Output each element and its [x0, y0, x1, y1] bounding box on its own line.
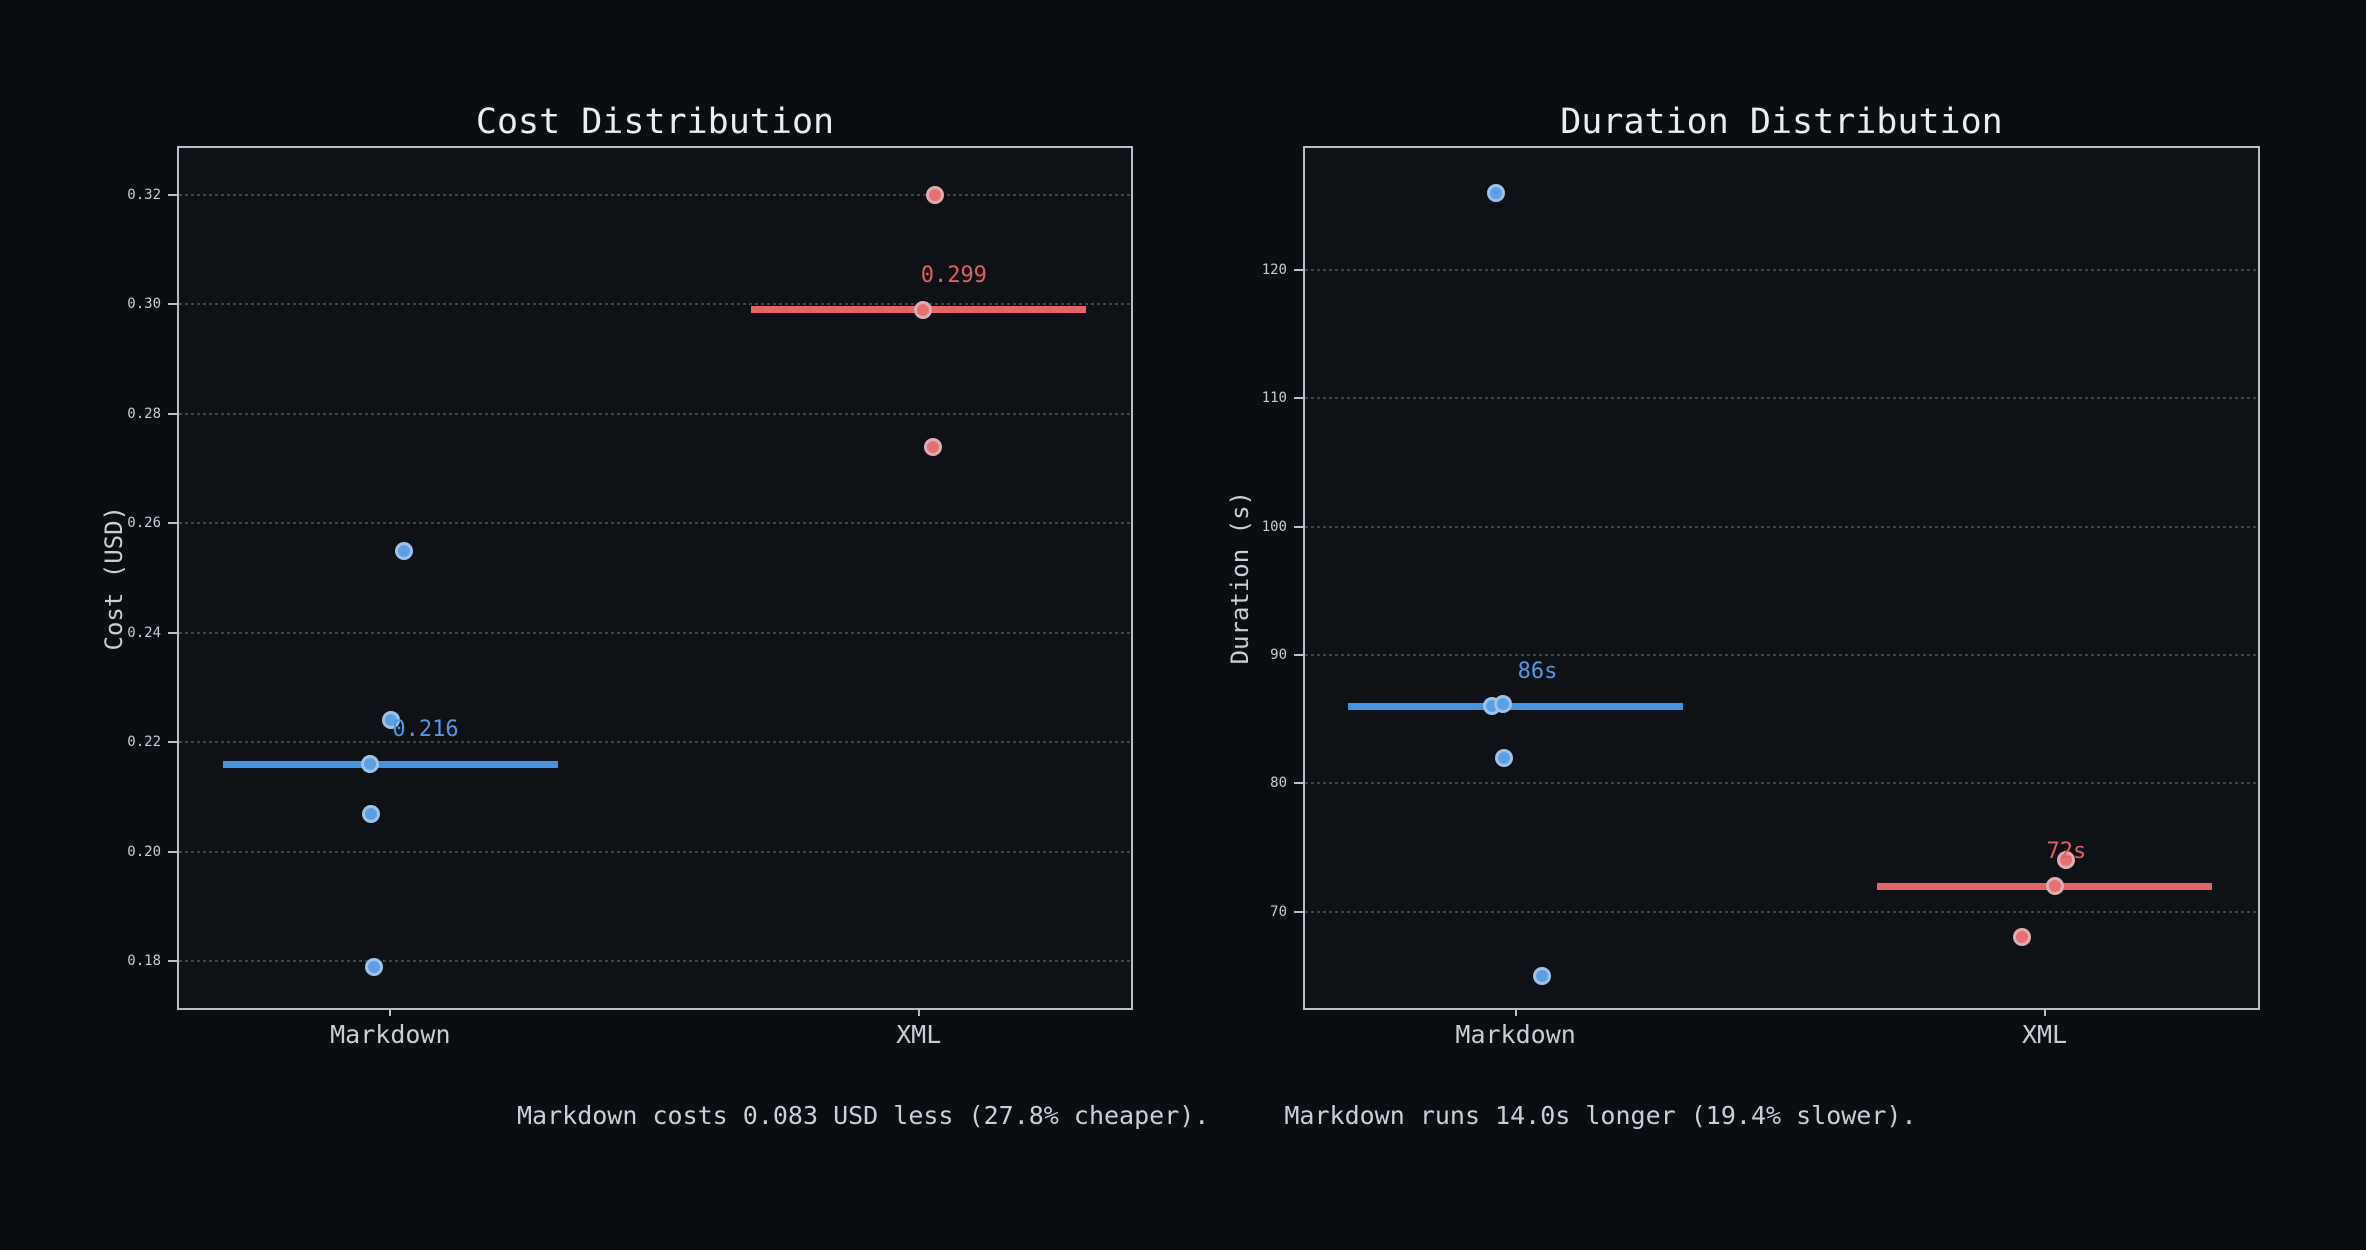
gridline: [179, 522, 1131, 525]
gridline: [179, 412, 1131, 415]
y-tick-label: 0.24: [127, 624, 161, 641]
gridline: [179, 850, 1131, 853]
x-tick-mark: [917, 1008, 920, 1016]
gridline: [1305, 397, 2258, 400]
median-annotation-markdown: 0.216: [392, 717, 459, 743]
median-line-markdown: [1347, 702, 1684, 710]
gridline: [179, 303, 1131, 306]
median-annotation-xml: 0.299: [920, 262, 987, 288]
y-tick-label: 120: [1261, 261, 1287, 278]
y-tick-label: 0.18: [127, 953, 161, 970]
y-tick-mark: [168, 741, 177, 744]
y-tick-label: 0.22: [127, 734, 161, 751]
duration-plot-area: Duration Distribution Duration (s) 70 80 9…: [1226, 102, 2260, 1049]
data-point-markdown: [1494, 748, 1513, 767]
y-tick-mark: [168, 303, 177, 306]
y-tick-label: 0.26: [127, 515, 161, 532]
y-tick-mark: [168, 412, 177, 415]
y-tick-label: 0.30: [127, 296, 161, 313]
data-point-xml: [2045, 877, 2064, 896]
gridline: [179, 193, 1131, 196]
x-tick-label-markdown: Markdown: [1455, 1020, 1576, 1049]
duration-chart-title: Duration Distribution: [1560, 102, 2003, 142]
data-point-xml: [913, 300, 932, 319]
y-tick-mark: [1294, 268, 1303, 271]
y-tick-mark: [168, 960, 177, 963]
summary-captions: Markdown costs 0.083 USD less (27.8% che…: [517, 1102, 1917, 1130]
y-tick-label: 0.28: [127, 405, 161, 422]
cost-chart-title: Cost Distribution: [475, 102, 835, 142]
x-tick-label-xml: XML: [896, 1020, 942, 1049]
x-tick-mark: [1514, 1008, 1517, 1016]
y-tick-mark: [168, 850, 177, 853]
data-point-markdown: [395, 541, 414, 560]
data-point-xml: [2012, 928, 2031, 947]
y-tick-mark: [1294, 397, 1303, 400]
median-annotation-markdown: 86s: [1517, 659, 1558, 685]
y-tick-label: 100: [1261, 518, 1287, 535]
gridline: [1305, 525, 2258, 528]
data-point-markdown: [382, 711, 401, 730]
gridline: [1305, 910, 2258, 913]
y-tick-label: 70: [1270, 903, 1287, 920]
median-line-xml: [1876, 882, 2213, 890]
data-point-xml: [2056, 851, 2075, 870]
y-tick-mark: [168, 522, 177, 525]
duration-summary-caption: Markdown runs 14.0s longer (19.4% slower…: [1284, 1101, 1917, 1130]
y-tick-label: 80: [1270, 775, 1287, 792]
data-point-markdown: [361, 755, 380, 774]
cost-summary-caption: Markdown costs 0.083 USD less (27.8% che…: [517, 1101, 1210, 1130]
y-tick-mark: [1294, 910, 1303, 913]
x-tick-label-markdown: Markdown: [330, 1020, 451, 1049]
data-point-markdown: [1493, 694, 1512, 713]
x-tick-mark: [389, 1008, 392, 1016]
gridline: [179, 960, 1131, 963]
y-tick-mark: [1294, 782, 1303, 785]
gridline: [1305, 654, 2258, 656]
median-annotation-xml: 72s: [2046, 839, 2087, 865]
y-tick-mark: [168, 193, 177, 196]
gridline: [179, 741, 1131, 744]
data-point-markdown: [1486, 183, 1505, 202]
y-tick-label: 0.32: [127, 186, 161, 203]
gridline: [1305, 782, 2258, 785]
x-tick-label-xml: XML: [2021, 1020, 2068, 1049]
data-point-markdown: [1532, 966, 1551, 985]
cost-plot-area: Cost Distribution Cost (USD) 0.18 0.20 0.2…: [100, 102, 1133, 1049]
y-tick-label: 0.20: [127, 843, 161, 860]
y-tick-label: 90: [1270, 647, 1287, 663]
y-tick-mark: [1294, 525, 1303, 528]
y-tick-mark: [1294, 654, 1303, 656]
data-point-markdown: [365, 957, 384, 976]
data-point-markdown: [362, 804, 381, 823]
gridline: [179, 631, 1131, 634]
cost-y-axis-label: Cost (USD): [79, 148, 149, 1008]
data-point-xml: [925, 185, 944, 204]
data-point-xml: [923, 437, 942, 456]
y-tick-label: 110: [1261, 390, 1287, 407]
median-line-markdown: [222, 760, 558, 768]
x-tick-mark: [2043, 1008, 2046, 1016]
y-tick-mark: [168, 631, 177, 634]
gridline: [1305, 268, 2258, 271]
